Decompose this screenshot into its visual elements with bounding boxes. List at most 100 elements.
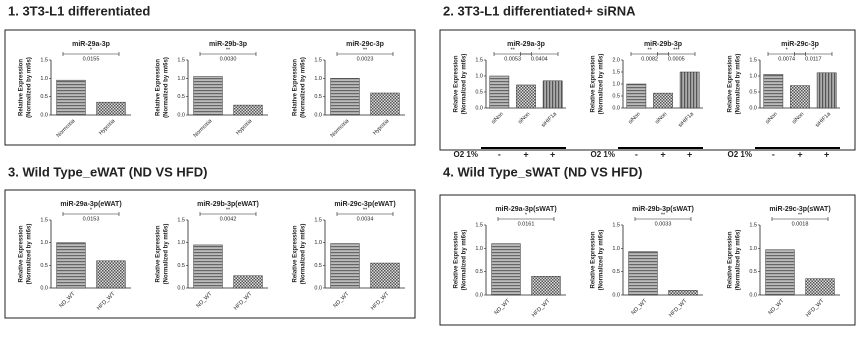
p-value: 0.0033	[655, 221, 672, 227]
chart-title: miR-29b-3p(eWAT)	[197, 201, 259, 208]
bar	[370, 92, 400, 116]
y-axis-label: Relative Expression	[19, 59, 25, 116]
o2-mark: -	[772, 149, 775, 159]
x-tick-label: siNon	[628, 111, 642, 125]
y-tick-label: 0.5	[40, 94, 48, 100]
panel-box	[439, 29, 856, 151]
y-axis-label: Relative Expression	[454, 55, 460, 112]
significance-stars: **	[363, 207, 368, 213]
o2-mark: +	[523, 149, 528, 159]
y-axis-label: Relative Expression	[156, 225, 162, 282]
chart-title: miR-29c-3p	[346, 41, 384, 48]
x-tick-label: siHIF1a	[814, 111, 832, 129]
x-tick-label: ND_WT	[630, 298, 649, 317]
bar	[330, 78, 360, 116]
y-tick-label: 1.5	[475, 57, 483, 63]
y-tick-label: 1.5	[475, 222, 483, 228]
panel-title: 4. Wild Type_sWAT (ND VS HFD)	[443, 164, 642, 179]
y-tick-label: 0.0	[40, 285, 48, 291]
bar	[193, 244, 223, 289]
y-tick-label: 1.5	[612, 222, 620, 228]
p-value: 0.0018	[792, 221, 809, 227]
p-value: 0.0153	[83, 216, 100, 222]
significance-stars: **	[226, 207, 231, 213]
bar	[626, 83, 647, 109]
significance-stars: *	[525, 212, 528, 218]
y-axis-label: Relative Expression	[293, 225, 299, 282]
bar	[56, 79, 86, 116]
y-tick-label: 1.0	[40, 240, 48, 246]
significance-stars: **	[798, 212, 803, 218]
y-tick-label: 0.5	[612, 93, 620, 99]
o2-mark: -	[635, 149, 638, 159]
o2-mark: +	[660, 149, 665, 159]
significance-stars: **	[511, 47, 516, 53]
x-tick-label: Hypoxia	[235, 118, 254, 137]
bar	[653, 92, 673, 109]
significance-stars: *	[90, 47, 93, 53]
y-tick-label: 0.5	[749, 269, 757, 275]
bar	[516, 84, 536, 109]
y-tick-label: 1.5	[40, 57, 48, 63]
significance-stars: **	[648, 47, 653, 53]
chart-title: miR-29b-3p	[209, 41, 247, 48]
x-tick-label: ND_WT	[332, 291, 351, 310]
panel-box	[4, 29, 416, 146]
bar	[679, 71, 700, 109]
o2-mark: -	[498, 149, 501, 159]
x-tick-label: HFD_WT	[233, 291, 254, 312]
y-axis-label: Relative Expression	[728, 231, 734, 288]
y-axis-label: (Normalized by mt6s)	[164, 57, 170, 118]
y-tick-label: 1.0	[749, 246, 757, 252]
y-tick-label: 0.5	[475, 269, 483, 275]
bar	[628, 251, 658, 296]
y-tick-label: 0.0	[612, 105, 620, 111]
y-axis-label: (Normalized by mt6s)	[599, 54, 605, 115]
o2-mark: +	[550, 149, 555, 159]
bar	[668, 290, 698, 296]
p-value: 0.0155	[83, 56, 100, 62]
significance-stars: *	[812, 47, 815, 53]
y-axis-label: Relative Expression	[454, 231, 460, 288]
x-tick-label: ND_WT	[195, 291, 214, 310]
x-tick-label: Normoxia	[56, 118, 78, 140]
x-tick-label: Normoxia	[193, 118, 215, 140]
chart-title: miR-29b-3p(sWAT)	[632, 206, 694, 213]
significance-stars: **	[661, 212, 666, 218]
y-tick-label: 1.5	[314, 57, 322, 63]
y-axis-label: (Normalized by mt6s)	[462, 230, 468, 291]
y-tick-label: 1.5	[749, 222, 757, 228]
y-axis-label: (Normalized by mt6s)	[301, 224, 307, 285]
y-tick-label: 1.0	[314, 76, 322, 82]
y-tick-label: 0.0	[314, 112, 322, 118]
bar	[330, 243, 360, 289]
y-tick-label: 1.0	[177, 240, 185, 246]
y-axis-label: (Normalized by mt6s)	[462, 54, 468, 115]
y-tick-label: 1.5	[40, 217, 48, 223]
y-tick-label: 0.5	[314, 94, 322, 100]
o2-mark: +	[687, 149, 692, 159]
y-tick-label: 1.0	[475, 246, 483, 252]
y-tick-label: 1.5	[314, 217, 322, 223]
bar	[489, 75, 510, 109]
bar	[233, 104, 263, 116]
bar	[531, 276, 561, 296]
bar	[790, 85, 810, 109]
chart-title: miR-29a-3p(sWAT)	[495, 206, 556, 213]
bar	[491, 243, 521, 296]
chart-title: miR-29a-3p	[507, 41, 545, 48]
x-tick-label: HFD_WT	[96, 291, 117, 312]
x-tick-label: siNon	[791, 111, 805, 125]
y-tick-label: 0.0	[475, 292, 483, 298]
y-axis-label: (Normalized by mt6s)	[301, 57, 307, 118]
p-value: 0.0042	[220, 216, 237, 222]
y-axis-label: (Normalized by mt6s)	[736, 230, 742, 291]
x-tick-label: siNon	[517, 111, 531, 125]
chart-title: miR-29a-3p(eWAT)	[60, 201, 121, 208]
x-tick-label: siNon	[491, 111, 505, 125]
panel-box	[439, 194, 856, 326]
y-tick-label: 0.5	[475, 89, 483, 95]
x-tick-label: ND_WT	[767, 298, 786, 317]
bar	[370, 262, 400, 289]
